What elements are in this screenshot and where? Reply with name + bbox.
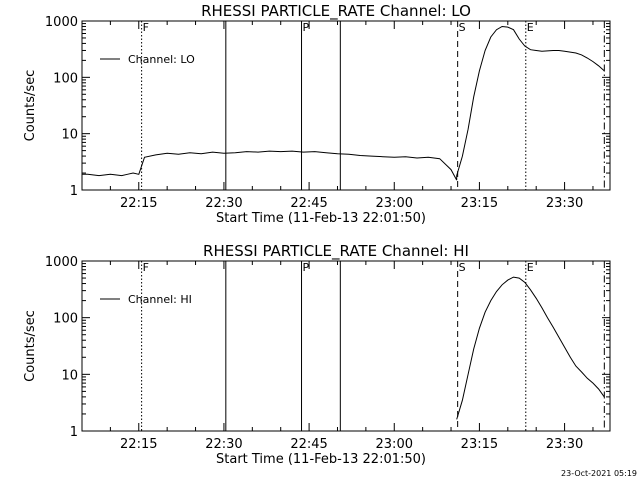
x-tick-label: 22:15 [120,437,157,452]
y-tick-label: 1 [70,425,78,440]
series-line-channel-lo [82,25,605,181]
event-marker-label: E [527,21,534,34]
x-tick-label: 23:00 [376,437,413,452]
y-tick-label: 100 [53,71,78,86]
panel-lo-channel: RHESSI PARTICLE_RATE Channel: LO 1 10 100 10… [23,2,611,226]
y-axis-label: Counts/sec [23,310,38,382]
x-tick-label: 23:00 [376,196,413,211]
plot-frame [81,20,611,191]
timestamp-footer: 23-Oct-2021 05:19 [561,469,637,478]
x-tick-label: 23:15 [461,437,498,452]
x-tick-label: 22:45 [290,196,327,211]
x-tick-label: 23:30 [546,196,583,211]
x-tick-label: 22:15 [120,196,157,211]
panel-hi-channel: RHESSI PARTICLE_RATE Channel: HI 1 10 100 10… [23,242,611,467]
y-tick-label: 10 [61,128,78,143]
x-tick-label: 22:45 [290,437,327,452]
x-axis-label: Start Time (11-Feb-13 22:01:50) [216,211,426,226]
legend-label: Channel: LO [128,53,195,66]
plot-frame [81,260,611,432]
event-marker-label: S [459,21,466,34]
x-tick-label: 22:30 [205,196,242,211]
y-tick-label: 1 [70,184,78,199]
x-tick-label: 23:30 [546,437,583,452]
x-axis-label: Start Time (11-Feb-13 22:01:50) [216,452,426,467]
y-tick-label: 10 [61,368,78,383]
y-axis-label: Counts/sec [23,70,38,142]
y-tick-label: 1000 [45,15,78,30]
event-marker-label: F [143,21,149,34]
x-tick-label: 22:30 [205,437,242,452]
event-marker-label: P [303,261,310,274]
event-marker-label: E [527,261,534,274]
chart-title: RHESSI PARTICLE_RATE Channel: HI [203,242,469,261]
event-marker-label: P [303,21,310,34]
x-tick-label: 23:15 [461,196,498,211]
event-marker-label: F [143,261,149,274]
series-line-channel-hi [456,276,605,420]
y-tick-label: 100 [53,312,78,327]
legend-label: Channel: HI [128,293,192,306]
event-marker-label: S [459,261,466,274]
chart-title: RHESSI PARTICLE_RATE Channel: LO [201,2,471,21]
y-tick-label: 1000 [45,255,78,270]
